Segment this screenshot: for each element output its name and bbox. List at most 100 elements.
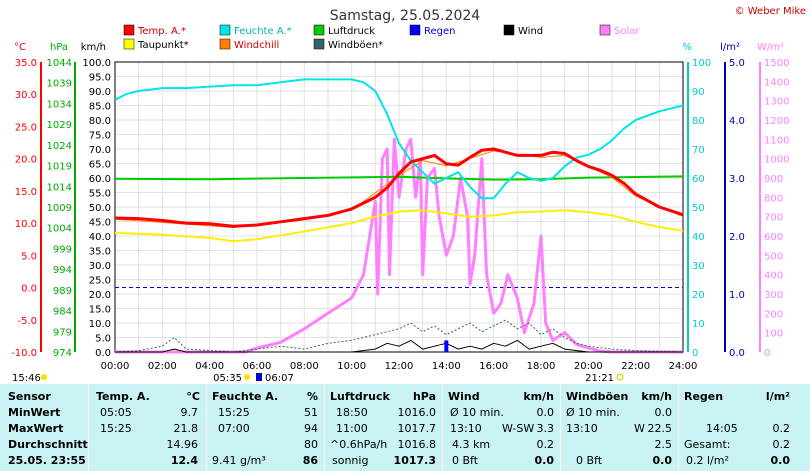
wind-tick: 20.0 [89, 290, 111, 301]
header-temp: Temp. A. [96, 390, 150, 403]
solar-tick: 500 [764, 251, 783, 262]
cell-hum-time: 07:00 [218, 422, 250, 435]
cell-gust-current: 0.0 [652, 454, 673, 467]
temp-tick: 10.0 [15, 219, 37, 230]
cell-press: 1016.0 [397, 406, 437, 419]
humidity-tick: 10 [692, 319, 705, 330]
wind-tick: 45.0 [89, 218, 111, 229]
row-label: Durchschnitt [8, 438, 88, 451]
header-humidity: Feuchte A. [212, 390, 279, 403]
header-gust-unit: km/h [641, 390, 672, 403]
solar-tick: 1300 [764, 97, 789, 108]
wind-tick: 80.0 [89, 116, 111, 127]
header-wind-unit: km/h [523, 390, 554, 403]
x-tick: 24:00 [669, 361, 698, 372]
cell-wind-current: 0.0 [534, 454, 555, 467]
chart-title: Samstag, 25.05.2024 [330, 8, 481, 24]
humidity-tick: 70 [692, 145, 705, 156]
cell-press-time: 11:00 [336, 422, 368, 435]
wind-tick: 65.0 [89, 160, 111, 171]
x-tick: 22:00 [621, 361, 650, 372]
legend: Temp. A.* Feuchte A.* Luftdruck Regen Wind So… [123, 24, 640, 51]
temp-unit-label: °C [14, 42, 26, 53]
temp-tick: -5.0 [17, 316, 37, 327]
cell-temp: 9.7 [180, 406, 199, 419]
header-temp-unit: °C [186, 390, 200, 403]
rain-tick: 1.0 [729, 290, 745, 301]
temp-tick: 25.0 [15, 122, 37, 133]
legend-label: Solar [614, 26, 640, 37]
legend-swatch [219, 24, 231, 36]
cell-hum: 80 [304, 438, 318, 451]
cell-wind-dir: W-SW [502, 422, 535, 435]
temp-tick: 0.0 [21, 284, 37, 295]
cell-press-current: 1017.3 [393, 454, 436, 467]
humidity-tick: 40 [692, 232, 705, 243]
cell-wind: 0.2 [536, 438, 555, 451]
wind-tick: 40.0 [89, 232, 111, 243]
weather-chart: Samstag, 25.05.2024 © Weber Mike Temp. A… [11, 6, 806, 384]
humidity-tick: 80 [692, 116, 705, 127]
header-pressure-unit: hPa [412, 390, 436, 403]
pressure-tick: 994 [53, 265, 72, 276]
wind-tick: 90.0 [89, 87, 111, 98]
cell-press: 1016.8 [397, 438, 437, 451]
humidity-tick: 100 [692, 58, 711, 69]
series-wind [115, 339, 683, 353]
pressure-tick: 984 [53, 307, 72, 318]
pressure-tick: 1004 [47, 224, 72, 235]
solar-tick: 400 [764, 271, 783, 282]
cell-gust: 2.5 [654, 438, 673, 451]
rain-unit-label: l/m² [720, 42, 740, 53]
wind-tick: 100.0 [82, 58, 111, 69]
x-tick: 06:00 [243, 361, 272, 372]
legend-swatch [599, 24, 611, 36]
solar-tick: 700 [764, 213, 783, 224]
wind-tick: 25.0 [89, 276, 111, 287]
legend-label: Wind [518, 26, 543, 37]
rain-tick: 4.0 [729, 116, 745, 127]
cell-wind: 3.3 [536, 422, 555, 435]
temp-tick: 30.0 [15, 90, 37, 101]
solar-tick: 1000 [764, 155, 789, 166]
wind-tick: 55.0 [89, 189, 111, 200]
wind-tick: 60.0 [89, 174, 111, 185]
series-taupunkt [114, 209, 684, 243]
x-tick: 00:00 [101, 361, 130, 372]
statistics-table: Sensor Temp. A. °C Feuchte A. % Luftdruc… [0, 384, 810, 471]
cell-hum: 94 [304, 422, 318, 435]
cell-hum-current: 86 [302, 454, 318, 467]
legend-label: Luftdruck [328, 26, 375, 37]
cell-rain-total: 0.2 l/m² [686, 454, 729, 467]
cell-press: 1017.7 [397, 422, 437, 435]
wind-tick: 0.0 [95, 348, 111, 359]
plot-frame [114, 61, 684, 353]
pressure-tick: 979 [53, 327, 72, 338]
temp-tick: 5.0 [21, 251, 37, 262]
wind-tick: 15.0 [89, 305, 111, 316]
row-label: MinWert [8, 406, 61, 419]
cell-wind-time: Ø 10 min. [450, 406, 504, 419]
header-gust: Windböen [566, 390, 629, 403]
solar-tick: 1500 [764, 58, 789, 69]
humidity-tick: 60 [692, 174, 705, 185]
cell-wind: 0.0 [536, 406, 555, 419]
header-sensor: Sensor [8, 390, 51, 403]
cell-temp: 14.96 [166, 438, 199, 451]
cell-gust-time: Ø 10 min. [566, 406, 620, 419]
wind-tick: 30.0 [89, 261, 111, 272]
solar-tick: 1200 [764, 116, 789, 127]
solar-unit-label: W/m² [757, 42, 784, 53]
cell-temp-time: 05:05 [100, 406, 132, 419]
solar-tick: 1400 [764, 77, 789, 88]
cell-rain-time: 14:05 [706, 422, 738, 435]
x-tick: 20:00 [574, 361, 603, 372]
rain-tick: 2.0 [729, 232, 745, 243]
cell-temp-current: 12.4 [170, 454, 198, 467]
legend-swatch [313, 38, 325, 50]
wind-tick: 10.0 [89, 319, 111, 330]
rain-tick: 5.0 [729, 58, 745, 69]
solar-tick: 900 [764, 174, 783, 185]
pressure-tick: 1019 [47, 162, 72, 173]
cell-rain-total-label: Gesamt: [684, 438, 731, 451]
